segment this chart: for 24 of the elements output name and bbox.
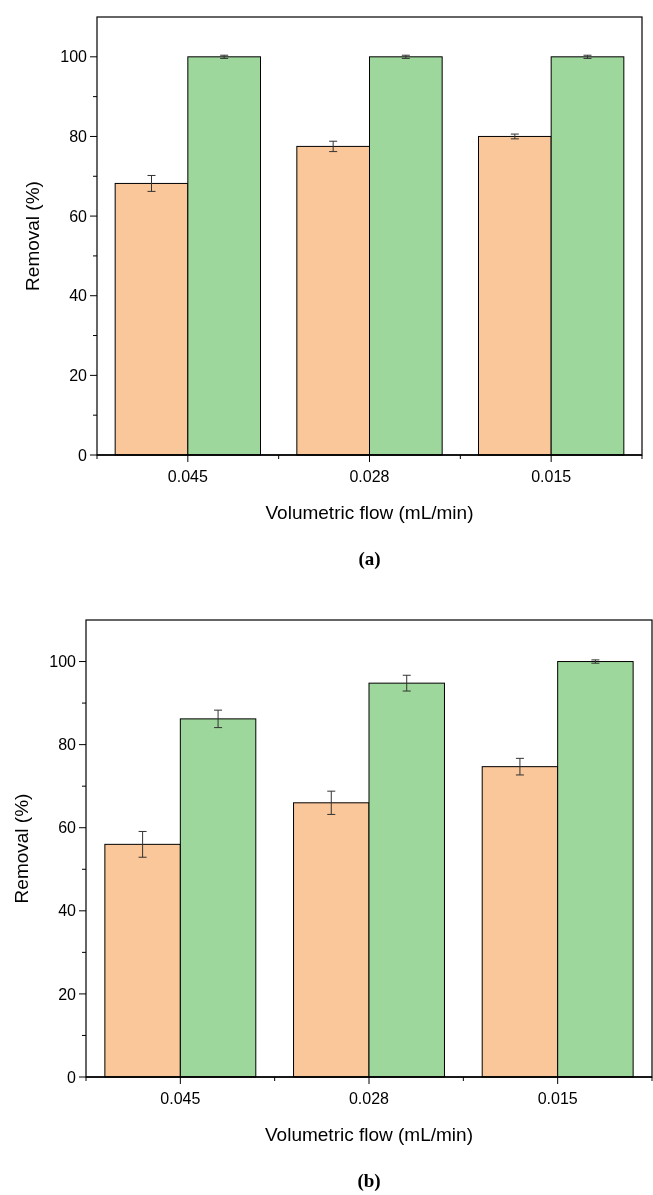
y-axis-title: Removal (%) [22, 181, 43, 291]
y-tick-label: 60 [69, 207, 88, 225]
y-tick-label: 0 [78, 446, 88, 464]
x-tick-label: 0.028 [349, 468, 390, 485]
x-tick-label: 0.015 [531, 468, 572, 485]
y-tick-label: 20 [69, 366, 88, 384]
y-tick-label: 100 [60, 48, 88, 66]
y-tick-label: 20 [58, 985, 77, 1003]
y-tick-label: 40 [69, 287, 88, 305]
x-tick-label: 0.028 [348, 1090, 390, 1107]
y-axis-title: Removal (%) [11, 793, 32, 904]
x-tick-label: 0.045 [160, 1090, 201, 1107]
text: (a) [358, 548, 381, 570]
y-tick-label: 80 [58, 736, 77, 754]
y-tick-label: 80 [69, 128, 88, 146]
x-tick-label: 0.015 [537, 1090, 578, 1107]
x-tick-label: 0.045 [167, 468, 208, 485]
text: (b) [357, 1170, 381, 1192]
y-tick-label: 100 [49, 653, 77, 671]
x-axis-title: Volumetric flow (mL/min) [265, 502, 474, 523]
y-tick-label: 60 [58, 819, 77, 837]
y-tick-label: 40 [58, 902, 77, 920]
y-tick-label: 0 [67, 1068, 77, 1086]
x-axis-title: Volumetric flow (mL/min) [265, 1124, 473, 1145]
